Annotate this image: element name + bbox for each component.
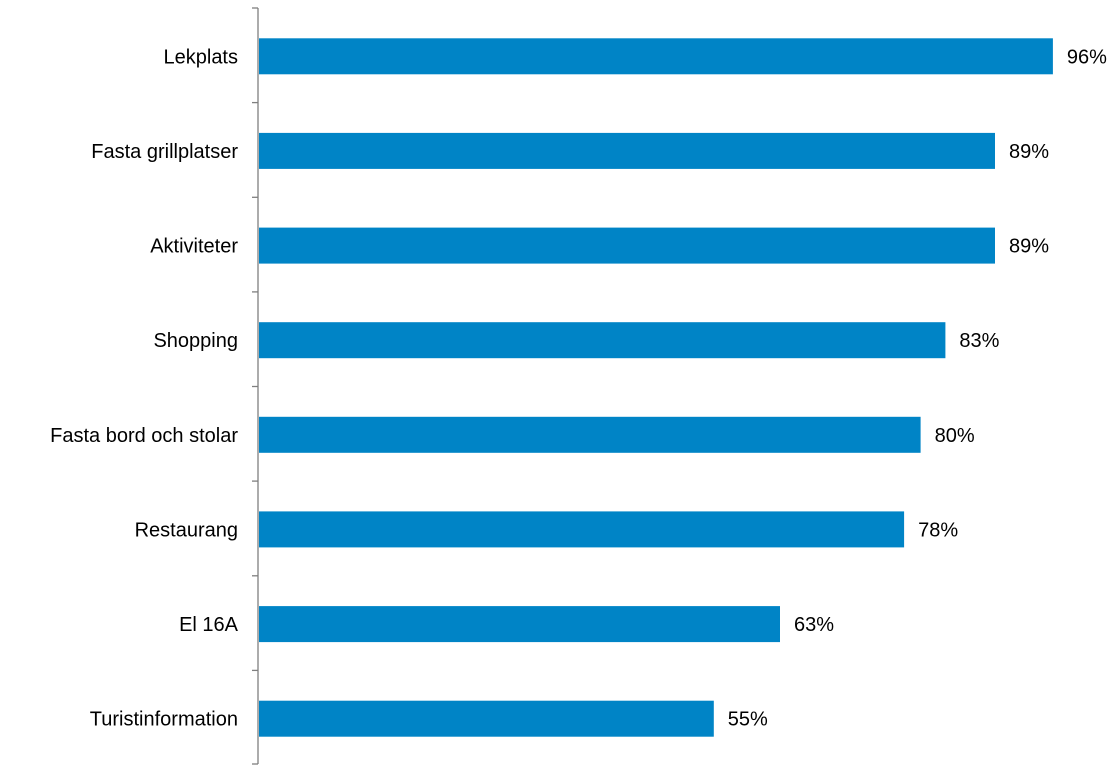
bar xyxy=(259,606,780,643)
category-label: Fasta bord och stolar xyxy=(50,425,238,447)
data-label: 78% xyxy=(918,519,958,541)
data-label: 63% xyxy=(794,614,834,636)
bar xyxy=(259,38,1053,75)
category-label: El 16A xyxy=(179,614,239,636)
category-label: Fasta grillplatser xyxy=(91,141,238,163)
bar xyxy=(259,132,995,169)
data-label: 89% xyxy=(1009,141,1049,163)
y-axis xyxy=(252,7,259,765)
data-label: 80% xyxy=(935,425,975,447)
category-label: Lekplats xyxy=(164,46,239,68)
data-label: 83% xyxy=(959,330,999,352)
category-label: Turistinformation xyxy=(90,709,238,731)
category-labels-group: Lekplats Fasta grillplatser Aktiviteter Sho… xyxy=(50,46,239,730)
bar xyxy=(259,322,946,359)
bars-group xyxy=(259,38,1053,737)
data-label: 89% xyxy=(1009,236,1049,258)
data-label: 55% xyxy=(728,709,768,731)
value-labels-group: 96% 89% 89% 83% 80% 78% 63% 55% xyxy=(728,46,1107,730)
category-label: Shopping xyxy=(153,330,238,352)
bar xyxy=(259,511,905,548)
bar xyxy=(259,416,921,453)
category-label: Restaurang xyxy=(135,519,238,541)
bar xyxy=(259,700,714,737)
category-label: Aktiviteter xyxy=(150,236,238,258)
bar xyxy=(259,227,995,264)
data-label: 96% xyxy=(1067,46,1107,68)
